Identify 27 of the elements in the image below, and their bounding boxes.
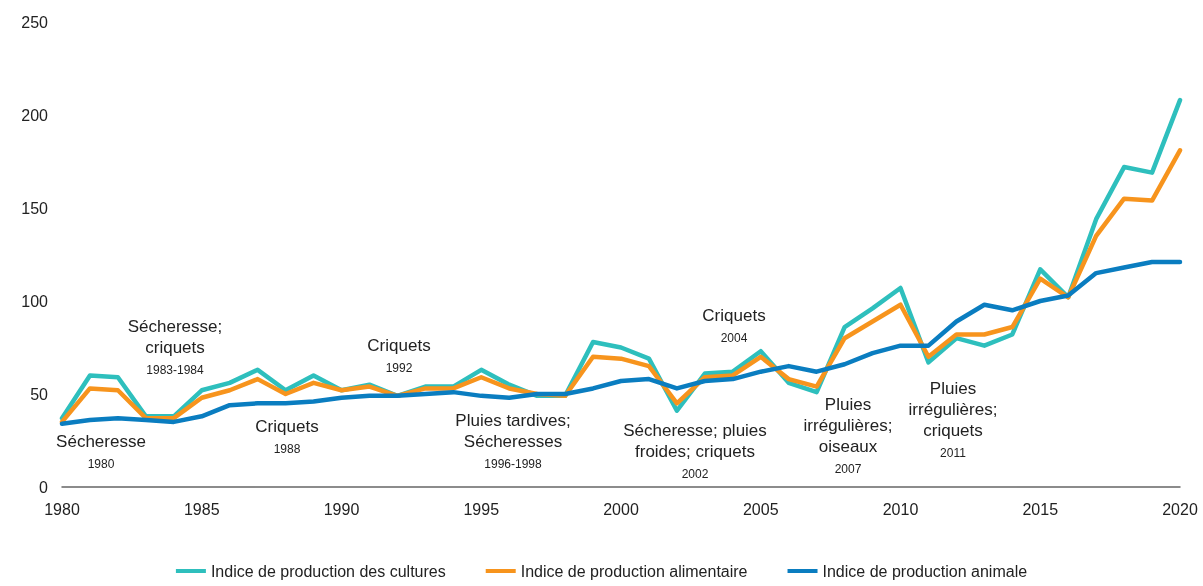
annotation: Sécheresse; criquets 1983-1984 (127, 317, 223, 377)
legend-label: Indice de production animale (822, 562, 1028, 580)
annotation: Pluies tardives; Sécheresses 1996-1998 (455, 411, 571, 471)
annotation: Criquets 1988 (255, 416, 319, 456)
x-tick-label: 2000 (603, 500, 639, 518)
y-tick-label: 100 (21, 292, 49, 310)
legend-label: Indice de production des cultures (210, 562, 446, 580)
annotation: Sécheresse 1980 (56, 431, 146, 471)
annotation: Pluies irrégulières; criquets 2011 (908, 378, 998, 460)
annotation: Pluies irrégulières; oiseaux 2007 (803, 394, 893, 476)
y-tick-label: 150 (21, 199, 49, 217)
legend-label: Indice de production alimentaire (520, 562, 748, 580)
x-tick-label: 1980 (44, 500, 80, 518)
x-tick-label: 2005 (742, 500, 779, 518)
x-tick-label: 2010 (882, 500, 919, 518)
y-tick-label: 0 (39, 478, 49, 496)
y-tick-label: 200 (21, 106, 49, 124)
y-tick-label: 50 (30, 385, 49, 403)
x-tick-label: 2020 (1162, 500, 1198, 518)
y-tick-label: 250 (21, 13, 49, 31)
annotation: Criquets 1992 (367, 335, 431, 375)
x-tick-label: 1985 (183, 500, 220, 518)
annotation: Sécheresse; pluies froides; criquets 2002 (623, 421, 767, 481)
x-tick-label: 1990 (323, 500, 360, 518)
x-tick-label: 1995 (463, 500, 500, 518)
x-tick-label: 2015 (1022, 500, 1059, 518)
annotation: Criquets 2004 (702, 305, 766, 345)
